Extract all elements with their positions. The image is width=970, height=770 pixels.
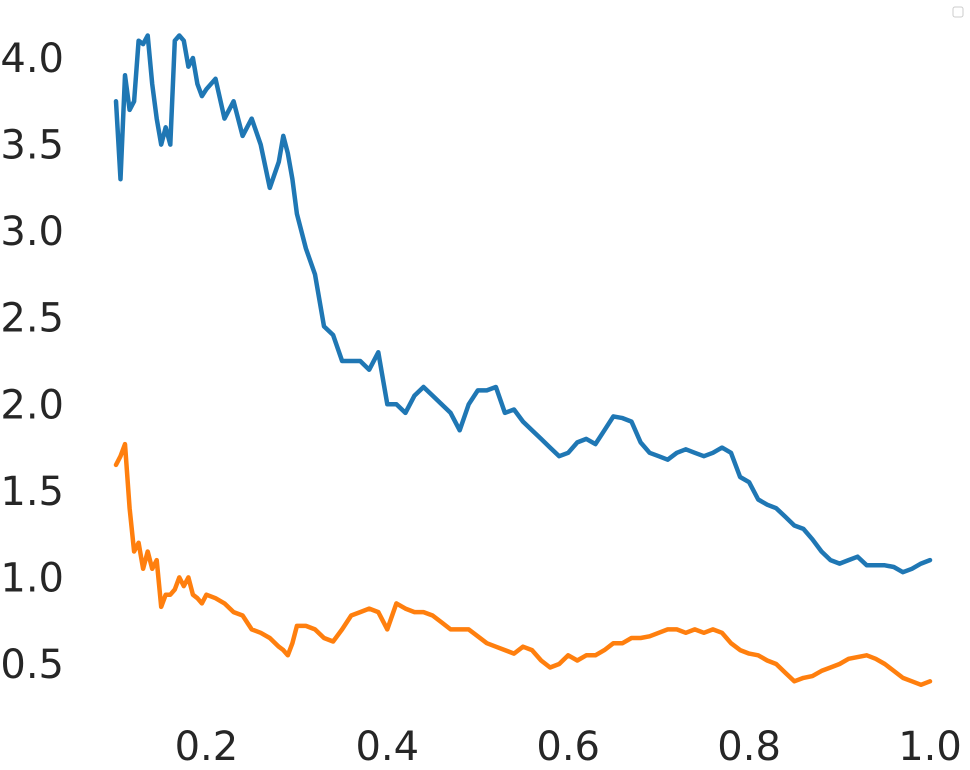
series-layer	[113, 33, 933, 688]
y-tick-label: 1.0	[0, 555, 64, 601]
x-tick-label: 0.2	[175, 724, 239, 770]
y-tick-label: 3.5	[0, 123, 64, 169]
y-tick-label: 1.5	[0, 469, 64, 515]
y-tick-label: 0.5	[0, 642, 64, 688]
x-tick-label: 0.8	[717, 724, 781, 770]
y-tick-label: 2.5	[0, 296, 64, 342]
x-tick-label: 0.6	[536, 724, 600, 770]
x-tick-label: 1.0	[898, 724, 962, 770]
y-tick-label: 3.0	[0, 209, 64, 255]
series-line-2	[113, 441, 933, 688]
x-tick-label: 0.4	[355, 724, 419, 770]
series-line-1	[113, 33, 933, 575]
y-tick-label: 2.0	[0, 382, 64, 428]
x-axis-ticks: 0.2 0.4 0.6 0.8 1.0	[175, 724, 962, 770]
legend-box	[952, 6, 964, 18]
y-axis-ticks: 0.5 1.0 1.5 2.0 2.5 3.0 3.5 4.0	[0, 36, 64, 688]
y-tick-label: 4.0	[0, 36, 64, 82]
